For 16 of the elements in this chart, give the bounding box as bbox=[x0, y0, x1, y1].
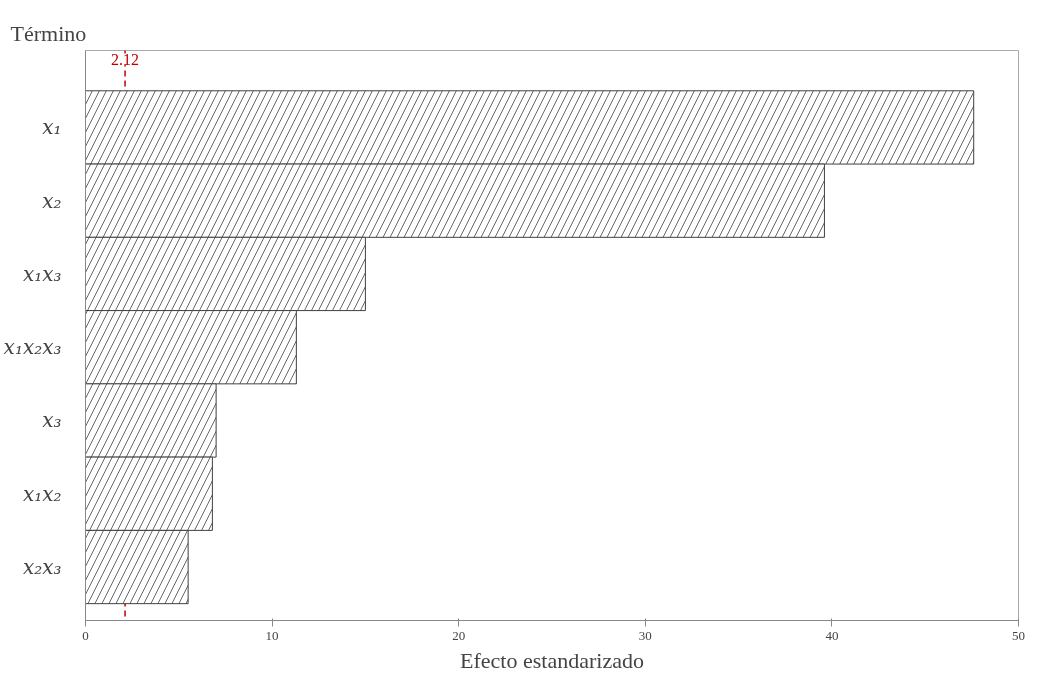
y-tick-label: x₁ bbox=[42, 115, 62, 140]
y-axis-title: Término bbox=[10, 20, 87, 46]
x-tick-label: 30 bbox=[638, 627, 652, 643]
x-tick-label: 40 bbox=[825, 627, 839, 643]
x-axis-title: Efecto estandarizado bbox=[460, 647, 644, 673]
y-tick-label: x₂ bbox=[42, 188, 62, 213]
ref-line-label: 2.12 bbox=[111, 50, 140, 68]
y-tick-label: x₁x₂x₃ bbox=[3, 335, 62, 360]
y-tick-label: x₃ bbox=[42, 408, 62, 433]
y-tick-label: x₂x₃ bbox=[22, 555, 62, 580]
y-tick-label: x₁x₃ bbox=[22, 261, 62, 286]
x-tick-label: 20 bbox=[452, 627, 466, 643]
x-tick-label: 10 bbox=[265, 627, 279, 643]
x-tick-label: 50 bbox=[1012, 627, 1025, 643]
x-tick-label: 0 bbox=[82, 627, 89, 643]
y-tick-label: x₁x₂ bbox=[22, 481, 62, 506]
